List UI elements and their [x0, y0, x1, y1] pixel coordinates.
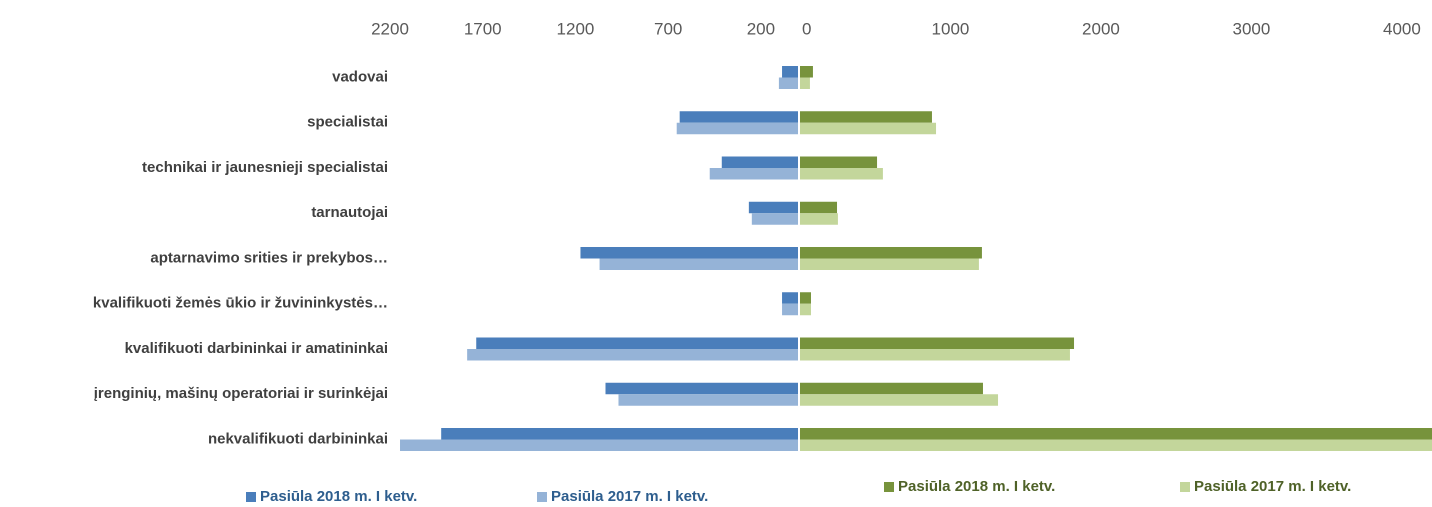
bar [800, 111, 932, 123]
category-label: specialistai [307, 114, 388, 131]
bar [800, 77, 810, 89]
bar [580, 247, 798, 259]
bar [800, 66, 813, 78]
legend-label: Pasiūla 2018 m. I ketv. [260, 488, 417, 505]
bar [748, 201, 798, 214]
legend-swatch [537, 492, 547, 502]
x-tick-label: 3000 [1233, 19, 1271, 38]
x-tick-label: 2000 [1082, 19, 1120, 38]
x-tick-label: 200 [747, 19, 775, 38]
bar [751, 213, 798, 225]
bar [709, 168, 798, 180]
legend-label: Pasiūla 2017 m. I ketv. [551, 488, 708, 505]
bar [800, 292, 811, 304]
x-tick-label: 1200 [557, 19, 595, 38]
bar [800, 428, 1432, 440]
legend-label: Pasiūla 2017 m. I ketv. [1194, 478, 1351, 495]
x-tick-label: 4000 [1383, 19, 1421, 38]
bar [782, 303, 798, 316]
bar [778, 77, 798, 89]
bar [618, 394, 798, 406]
bar [400, 439, 798, 451]
bar [800, 168, 883, 180]
bar [782, 66, 798, 78]
x-tick-label: 1700 [464, 19, 502, 38]
bar [676, 122, 798, 135]
category-label: aptarnavimo srities ir prekybos… [150, 249, 388, 266]
bar [800, 201, 838, 214]
bar [679, 111, 798, 123]
bar [800, 349, 1070, 361]
bar [800, 337, 1075, 349]
legend-label: Pasiūla 2018 m. I ketv. [898, 478, 1055, 495]
bar [800, 394, 999, 406]
bar [800, 382, 983, 395]
category-label: kvalifikuoti žemės ūkio ir žuvininkystės… [93, 295, 388, 312]
bar [800, 303, 811, 316]
bar [800, 122, 937, 135]
category-label: tarnautojai [311, 204, 388, 221]
bar [721, 156, 798, 168]
category-label: technikai ir jaunesnieji specialistai [142, 159, 388, 176]
legend-swatch [884, 482, 894, 492]
bar [800, 213, 838, 225]
bar [782, 292, 798, 304]
bar [800, 439, 1432, 451]
bar [599, 258, 798, 270]
x-tick-label: 0 [802, 19, 811, 38]
bar [467, 349, 798, 361]
bar [605, 382, 798, 395]
x-tick-label: 700 [654, 19, 682, 38]
category-label: vadovai [332, 68, 388, 85]
bar [800, 258, 979, 270]
category-label: įrenginių, mašinų operatoriai ir surinkė… [94, 385, 388, 402]
legend-swatch [246, 492, 256, 502]
x-tick-label: 1000 [932, 19, 970, 38]
bar [800, 156, 878, 168]
category-label: nekvalifikuoti darbininkai [208, 430, 388, 447]
x-tick-label: 2200 [371, 19, 409, 38]
bar [476, 337, 798, 349]
bar [441, 428, 798, 440]
bar [800, 247, 982, 259]
category-label: kvalifikuoti darbininkai ir amatininkai [125, 340, 388, 357]
legend-swatch [1180, 482, 1190, 492]
